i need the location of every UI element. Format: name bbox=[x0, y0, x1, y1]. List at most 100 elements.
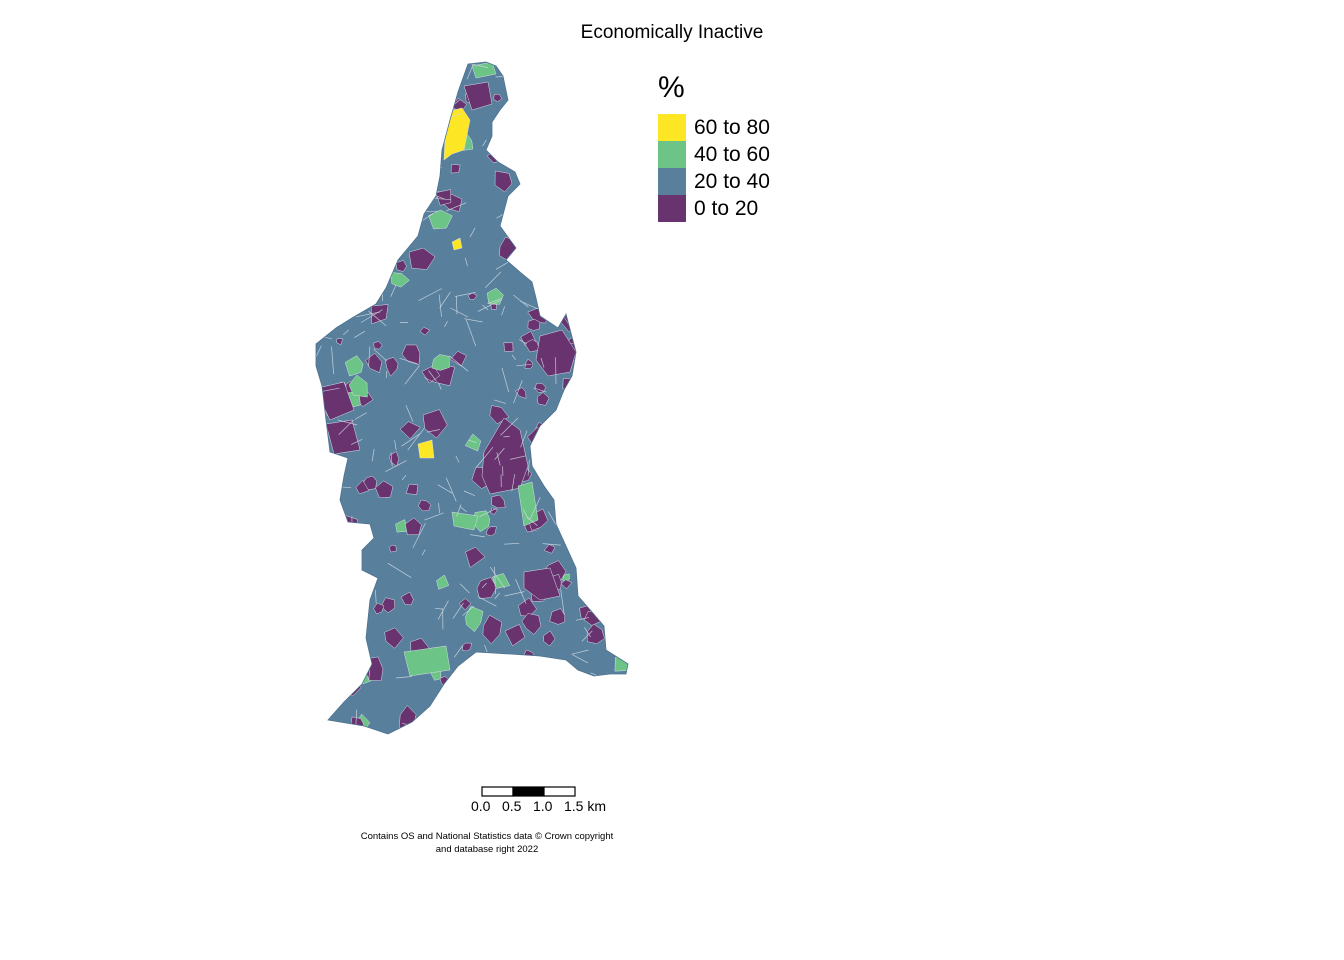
map-area bbox=[321, 107, 335, 117]
boundary-line bbox=[558, 238, 567, 247]
boundary-line bbox=[394, 182, 407, 197]
boundary-line bbox=[345, 204, 366, 210]
map-area bbox=[458, 598, 472, 611]
boundary-line bbox=[454, 645, 463, 658]
map-area bbox=[467, 292, 478, 301]
boundary-line bbox=[459, 583, 470, 594]
map-area bbox=[498, 730, 510, 734]
boundary-line bbox=[414, 105, 439, 113]
map-area bbox=[358, 525, 373, 539]
map-area bbox=[578, 518, 600, 533]
boundary-line bbox=[470, 63, 488, 68]
boundary-line bbox=[372, 123, 377, 134]
boundary-line bbox=[586, 174, 595, 178]
boundary-line bbox=[450, 307, 468, 318]
boundary-line bbox=[531, 98, 540, 107]
map-area bbox=[547, 241, 562, 253]
boundary-line bbox=[475, 446, 494, 469]
boundary-line bbox=[609, 221, 613, 234]
map-area bbox=[609, 366, 628, 385]
map-area bbox=[428, 209, 453, 230]
boundary-line bbox=[445, 202, 467, 212]
boundary-line bbox=[373, 348, 388, 362]
boundary-line bbox=[557, 62, 562, 69]
boundary-line bbox=[316, 475, 324, 496]
map-area bbox=[421, 365, 441, 384]
map-area bbox=[597, 381, 612, 396]
boundary-line bbox=[370, 83, 387, 86]
legend-item-20-40: 20 to 40 bbox=[658, 168, 770, 195]
boundary-line bbox=[455, 455, 460, 463]
map-area bbox=[429, 70, 440, 82]
map-area bbox=[494, 170, 513, 193]
boundary-line bbox=[358, 132, 360, 152]
boundary-line bbox=[616, 525, 628, 548]
map-area bbox=[571, 723, 589, 734]
boundary-line bbox=[494, 399, 506, 404]
boundary-line bbox=[482, 139, 487, 147]
map-area bbox=[348, 374, 368, 398]
boundary-line bbox=[418, 288, 443, 301]
boundary-line bbox=[560, 589, 565, 616]
scale-bar-graphic bbox=[481, 786, 576, 797]
boundary-line bbox=[604, 390, 611, 413]
map-area bbox=[355, 479, 370, 495]
boundary-line bbox=[368, 346, 371, 367]
boundary-line bbox=[373, 737, 387, 738]
boundary-line bbox=[336, 91, 355, 107]
boundary-line bbox=[518, 697, 530, 706]
map-area bbox=[353, 256, 371, 272]
map-area bbox=[608, 707, 628, 726]
boundary-line bbox=[407, 428, 425, 451]
boundary-line bbox=[482, 304, 489, 311]
boundary-line bbox=[515, 578, 527, 604]
boundary-line bbox=[420, 167, 443, 176]
map-area bbox=[333, 294, 344, 305]
boundary-line bbox=[438, 502, 440, 514]
boundary-line bbox=[394, 440, 397, 450]
map-area bbox=[431, 354, 450, 371]
boundary-line bbox=[380, 209, 385, 218]
map-area bbox=[316, 711, 321, 724]
boundary-line bbox=[459, 506, 467, 513]
boundary-line bbox=[494, 447, 505, 460]
boundary-line bbox=[395, 128, 414, 132]
boundary-line bbox=[529, 76, 544, 88]
boundary-line bbox=[401, 433, 421, 447]
boundary-line bbox=[401, 474, 407, 481]
map-area bbox=[380, 92, 392, 102]
map-area bbox=[610, 589, 622, 602]
map-area bbox=[543, 104, 552, 113]
map-area bbox=[476, 577, 498, 599]
map-area bbox=[482, 614, 503, 645]
map-area bbox=[418, 499, 432, 512]
map-area bbox=[460, 675, 476, 688]
boundary-line bbox=[316, 345, 322, 370]
boundary-line bbox=[354, 412, 367, 420]
map-area bbox=[584, 336, 601, 355]
boundary-line bbox=[591, 232, 601, 260]
boundary-line bbox=[584, 627, 591, 638]
boundary-line bbox=[457, 672, 461, 692]
map-area bbox=[316, 693, 321, 702]
boundary-line bbox=[434, 607, 443, 610]
map-area bbox=[403, 645, 451, 677]
map-area bbox=[373, 341, 383, 350]
boundary-line bbox=[511, 354, 517, 361]
boundary-line bbox=[501, 367, 510, 392]
scale-tick-label: 1.5 km bbox=[564, 798, 607, 814]
boundary-line bbox=[447, 82, 454, 91]
map-area bbox=[584, 218, 598, 235]
map-area bbox=[542, 88, 555, 102]
boundary-line bbox=[559, 216, 572, 226]
boundary-line bbox=[438, 382, 442, 390]
map-area bbox=[365, 352, 383, 373]
boundary-line bbox=[549, 167, 563, 181]
boundary-line bbox=[503, 436, 510, 438]
boundary-line bbox=[504, 591, 525, 597]
boundary-line bbox=[490, 566, 506, 589]
map-area bbox=[517, 64, 532, 83]
map-area bbox=[415, 174, 429, 189]
boundary-line bbox=[350, 74, 352, 87]
boundary-line bbox=[444, 321, 448, 328]
